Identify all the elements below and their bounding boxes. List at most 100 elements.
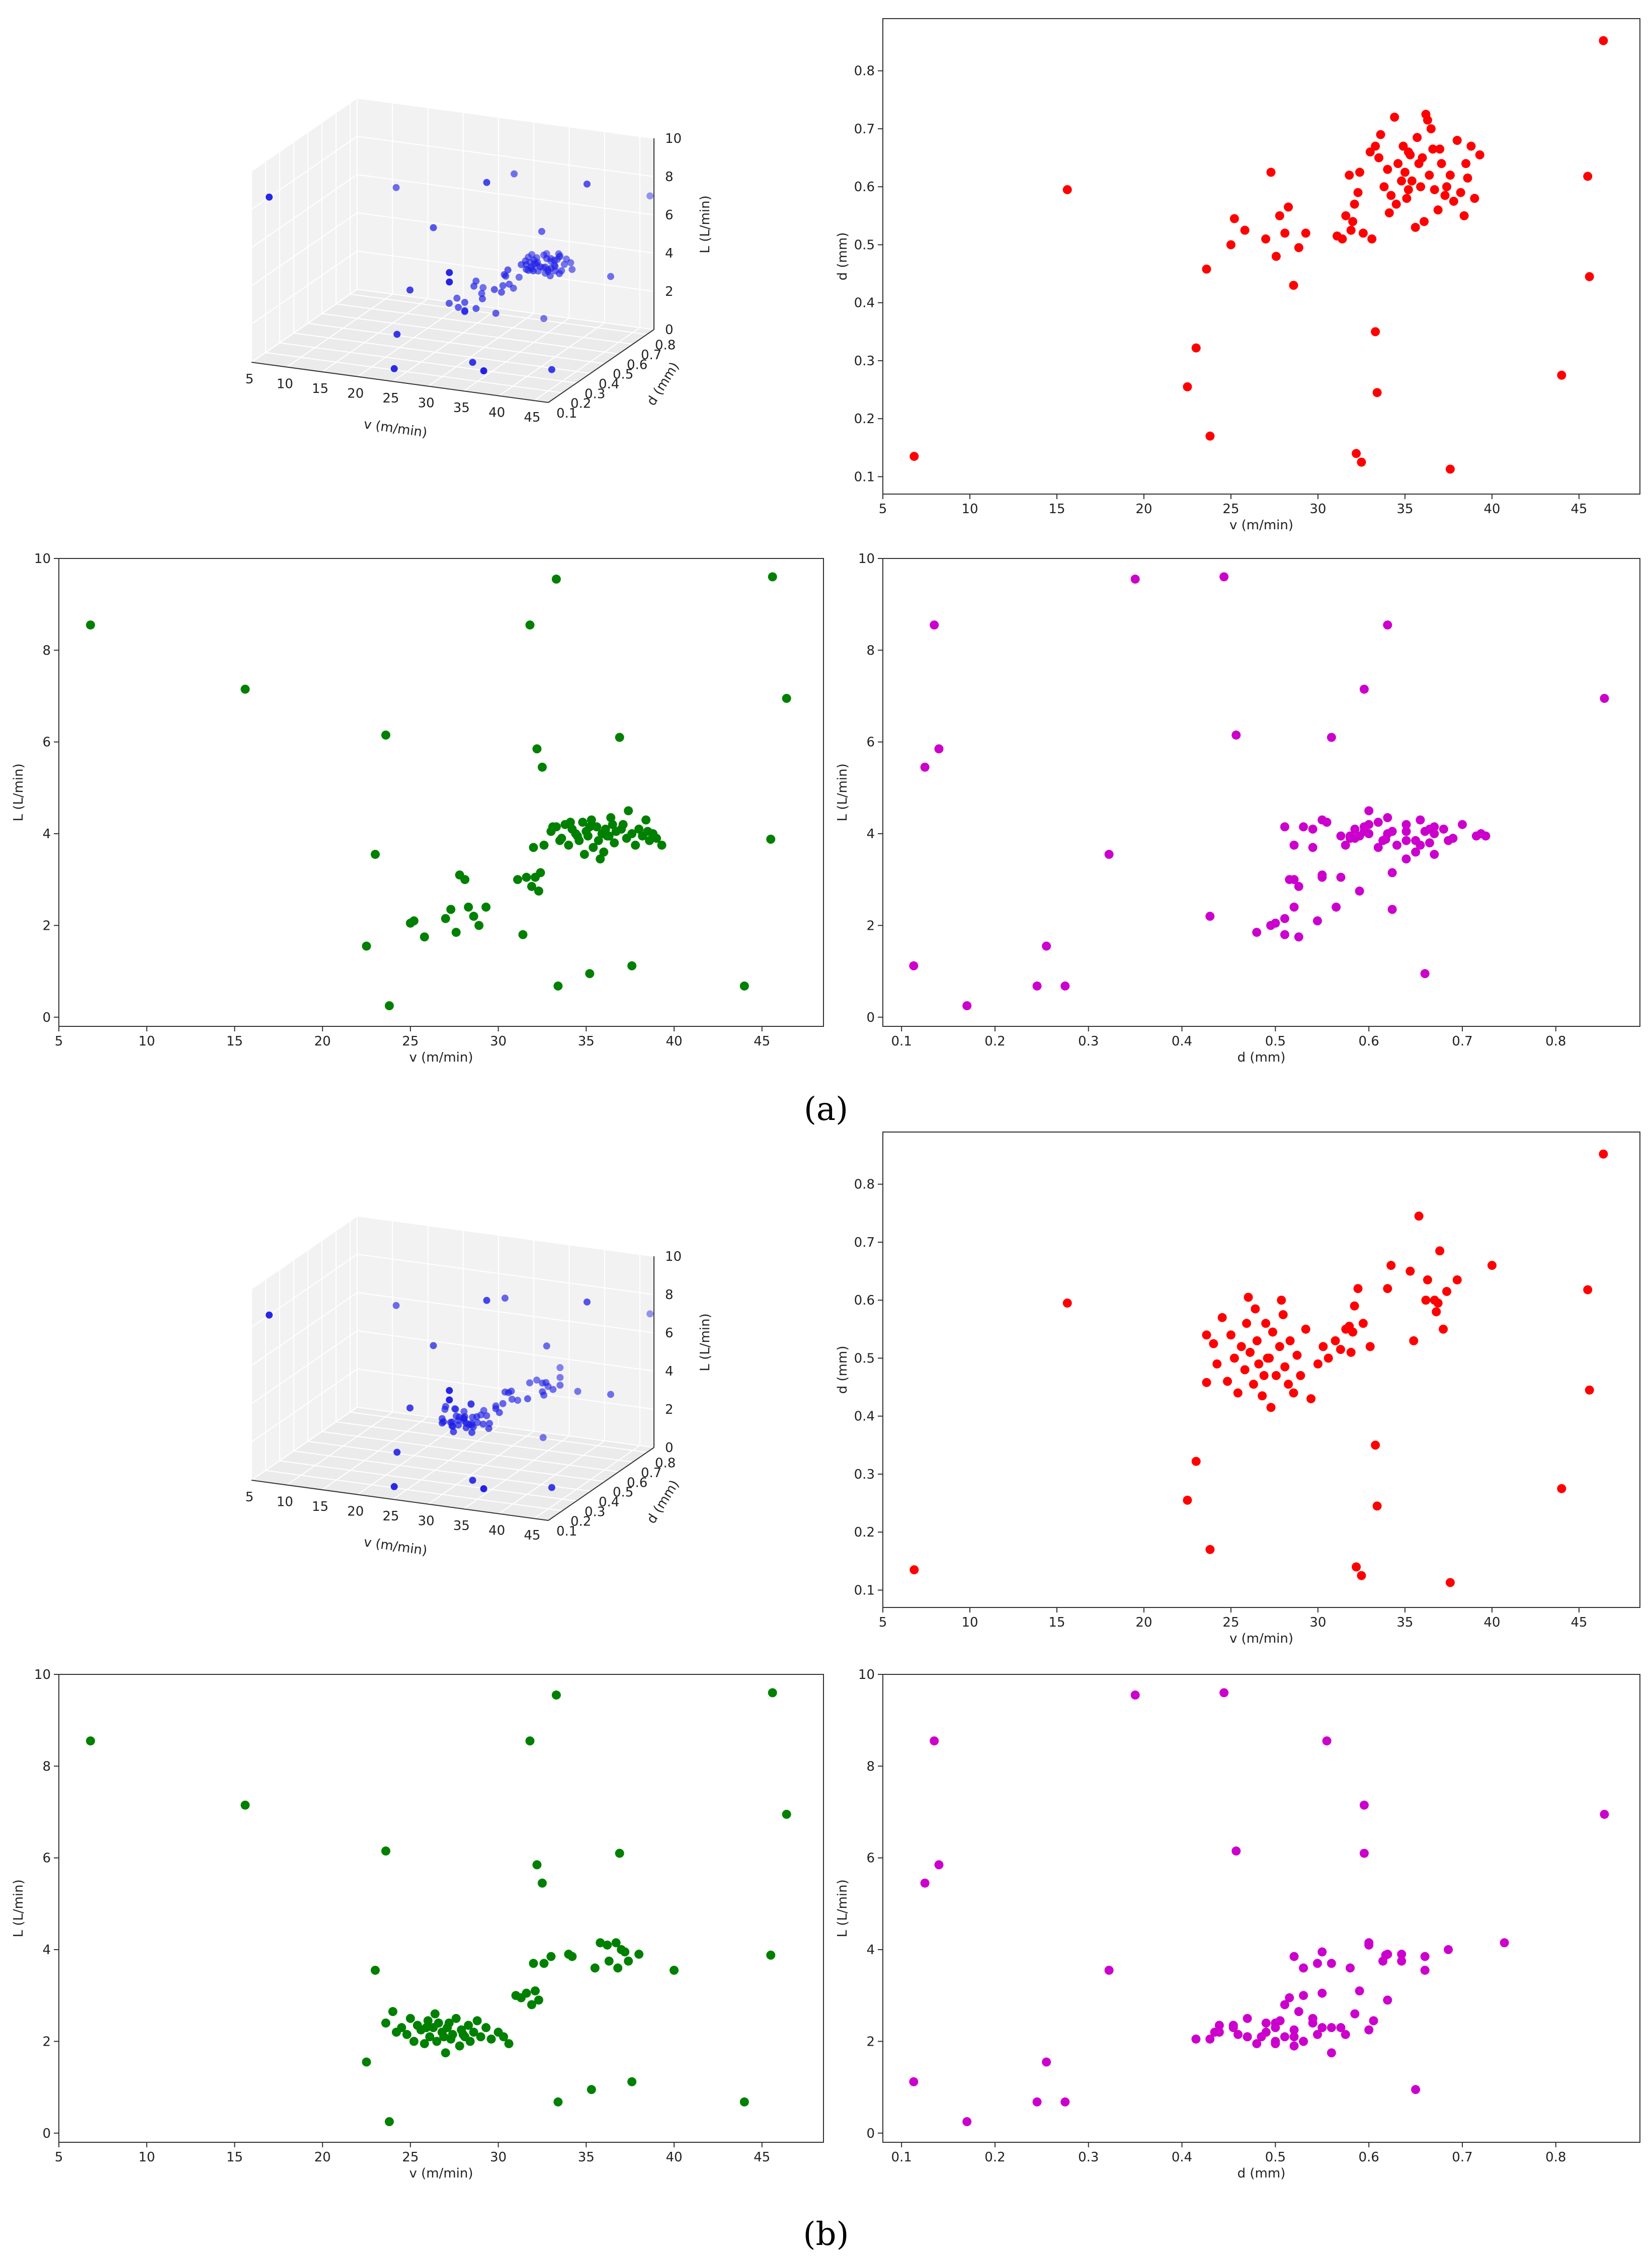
data-point [527,259,534,266]
data-point [1301,1324,1310,1334]
x-tick-label: 0.4 [1172,1034,1192,1049]
data-point [446,1396,453,1404]
data-point [634,824,644,834]
x-tick-label: 15 [1048,502,1065,517]
data-point [527,2000,536,2009]
data-point [446,905,456,914]
data-point [1379,182,1389,192]
data-point [446,269,453,276]
data-point [1420,1952,1430,1961]
z-tick-label: 10 [665,1249,682,1264]
data-point [1407,176,1417,186]
data-point [405,2013,415,2023]
grid-line [279,342,577,384]
x-tick-label: 25 [402,2150,419,2165]
z-tick-label: 4 [665,1364,674,1379]
z-tick-label: 8 [665,1287,674,1303]
data-point [483,1412,490,1419]
data-point [594,836,603,845]
data-point [1251,1304,1260,1314]
x-tick-label: 40 [1483,1615,1500,1630]
x-tick-label: 20 [347,1504,364,1519]
data-point [1426,124,1436,133]
data-point [1317,1988,1327,1998]
data-point [1322,818,1332,827]
data-point [469,912,478,921]
x-tick-label: 40 [488,1523,505,1539]
data-point [624,806,633,816]
data-point [555,836,564,845]
y-tick-label: 0 [42,2126,51,2141]
data-point [1600,1810,1609,1819]
data-point [1386,1261,1396,1270]
data-point [1042,941,1051,951]
y-tick-label: 2 [866,2034,875,2049]
data-point [1299,1991,1308,2000]
data-point [390,365,398,372]
grid-line [251,1292,358,1366]
data-point [1439,1324,1448,1334]
grid-line [463,1435,569,1509]
data-point [513,875,522,884]
data-point [1252,2039,1262,2048]
data-point [504,266,512,274]
data-point [384,2117,394,2126]
data-point [1332,902,1341,912]
data-point [455,2041,464,2051]
data-point [445,299,453,307]
data-point [1373,818,1383,827]
grid-line [336,1421,633,1463]
data-point [1470,194,1479,203]
data-point [458,2030,468,2039]
x-tick-label: 10 [277,377,293,392]
grid-line [251,1368,358,1442]
data-point [1271,2018,1280,2028]
data-point [1350,2009,1360,2019]
data-point [1457,820,1467,829]
grid-line [357,174,654,215]
data-point [547,255,555,263]
data-point [1387,868,1397,877]
data-point [1452,136,1462,145]
data-point [1202,1330,1211,1340]
y-tick-label: 4 [866,1943,875,1958]
x-tick-label: 20 [1135,1615,1152,1630]
data-point [485,1425,492,1432]
data-point [587,815,596,825]
data-point [1359,684,1369,694]
plot-frame [882,558,1640,1027]
data-point [539,1379,546,1387]
data-point [470,282,478,290]
data-point [1299,2037,1308,2046]
data-point [86,620,95,630]
data-point [539,840,549,850]
data-point [1240,1365,1250,1375]
data-point [766,1951,776,1960]
grid-line [357,303,464,377]
x-tick-label: 5 [245,1490,254,1505]
grid-line [392,1426,499,1500]
data-point [539,1959,549,1968]
x-tick-label: 20 [347,386,364,401]
data-point [508,1396,516,1403]
data-point [568,266,576,273]
data-point [1294,932,1303,942]
data-point [442,1403,449,1410]
data-point [490,286,498,293]
data-point [1308,2013,1317,2023]
data-point [1430,185,1439,194]
data-point [1209,1339,1218,1348]
x-axis-label: v (m/min) [1229,518,1293,533]
data-point [1294,2007,1303,2017]
data-point [611,1938,621,1948]
data-point [652,834,662,843]
data-point [430,224,437,231]
x-tick-label: 45 [524,1528,540,1543]
data-point [1432,1307,1441,1317]
data-point [422,2023,431,2033]
x-tick-label: 0.1 [891,1034,912,1049]
data-point [934,744,944,754]
grid-line [392,308,499,382]
data-point [1299,1963,1308,1973]
data-point [1217,1313,1227,1322]
